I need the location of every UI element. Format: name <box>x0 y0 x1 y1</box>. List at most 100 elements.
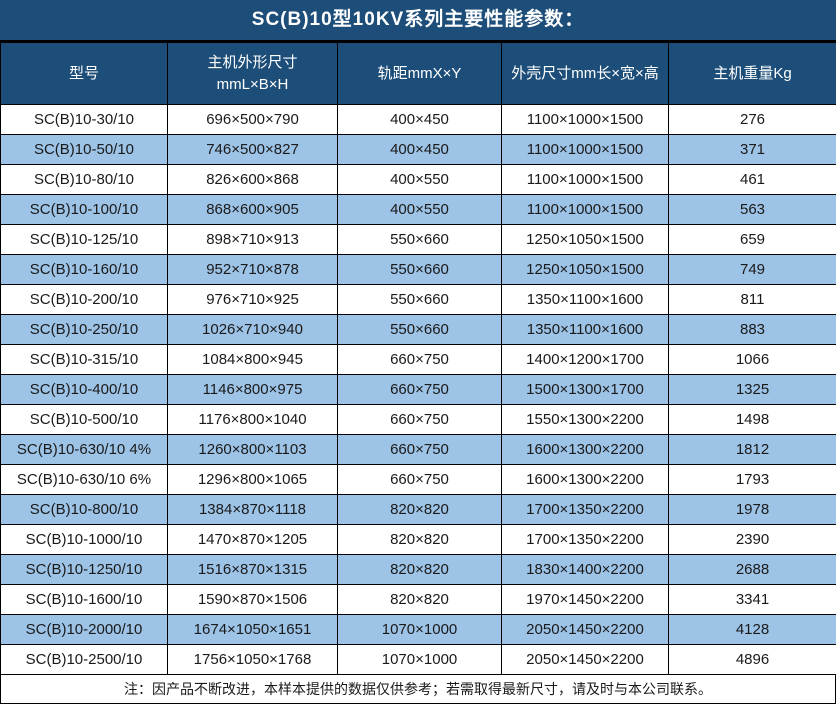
table-row: SC(B)10-250/10 1026×710×940 550×660 1350×11… <box>0 314 836 345</box>
cell-weight: 1498 <box>668 404 836 435</box>
cell-model: SC(B)10-630/10 6% <box>0 464 168 495</box>
cell-dimensions: 1590×870×1506 <box>167 584 338 615</box>
table-row: SC(B)10-125/10 898×710×913 550×660 1250×105… <box>0 224 836 255</box>
cell-model: SC(B)10-125/10 <box>0 224 168 255</box>
table-row: SC(B)10-630/10 4% 1260×800×1103 660×750 160… <box>0 434 836 465</box>
cell-dimensions: 1296×800×1065 <box>167 464 338 495</box>
cell-model: SC(B)10-30/10 <box>0 104 168 135</box>
cell-dimensions: 1026×710×940 <box>167 314 338 345</box>
cell-dimensions: 1470×870×1205 <box>167 524 338 555</box>
cell-shell-size: 1100×1000×1500 <box>501 134 669 165</box>
cell-weight: 2688 <box>668 554 836 585</box>
cell-shell-size: 2050×1450×2200 <box>501 644 669 675</box>
cell-model: SC(B)10-1000/10 <box>0 524 168 555</box>
cell-weight: 2390 <box>668 524 836 555</box>
cell-model: SC(B)10-2000/10 <box>0 614 168 645</box>
cell-dimensions: 1674×1050×1651 <box>167 614 338 645</box>
cell-dimensions: 952×710×878 <box>167 254 338 285</box>
cell-weight: 749 <box>668 254 836 285</box>
cell-shell-size: 1600×1300×2200 <box>501 434 669 465</box>
cell-rail-gauge: 400×550 <box>337 164 502 195</box>
cell-rail-gauge: 820×820 <box>337 494 502 525</box>
cell-shell-size: 1100×1000×1500 <box>501 164 669 195</box>
cell-rail-gauge: 660×750 <box>337 464 502 495</box>
cell-model: SC(B)10-800/10 <box>0 494 168 525</box>
cell-rail-gauge: 400×550 <box>337 194 502 225</box>
cell-shell-size: 1250×1050×1500 <box>501 254 669 285</box>
cell-weight: 659 <box>668 224 836 255</box>
cell-shell-size: 1100×1000×1500 <box>501 194 669 225</box>
cell-shell-size: 1100×1000×1500 <box>501 104 669 135</box>
cell-rail-gauge: 820×820 <box>337 524 502 555</box>
cell-dimensions: 1384×870×1118 <box>167 494 338 525</box>
cell-rail-gauge: 1070×1000 <box>337 614 502 645</box>
cell-weight: 563 <box>668 194 836 225</box>
cell-weight: 4128 <box>668 614 836 645</box>
footer-note: 注：因产品不断改进，本样本提供的数据仅供参考；若需取得最新尺寸，请及时与本公司联… <box>0 675 836 704</box>
table-row: SC(B)10-315/10 1084×800×945 660×750 1400×12… <box>0 344 836 375</box>
column-header-weight-label: 主机重量Kg <box>713 64 792 82</box>
cell-shell-size: 1830×1400×2200 <box>501 554 669 585</box>
page-title: SC(B)10型10KV系列主要性能参数： <box>0 0 836 42</box>
cell-shell-size: 1500×1300×1700 <box>501 374 669 405</box>
cell-rail-gauge: 550×660 <box>337 254 502 285</box>
cell-model: SC(B)10-315/10 <box>0 344 168 375</box>
column-header-model-label: 型号 <box>68 64 99 82</box>
cell-dimensions: 826×600×868 <box>167 164 338 195</box>
cell-model: SC(B)10-160/10 <box>0 254 168 285</box>
cell-model: SC(B)10-100/10 <box>0 194 168 225</box>
cell-rail-gauge: 550×660 <box>337 284 502 315</box>
cell-model: SC(B)10-50/10 <box>0 134 168 165</box>
table-row: SC(B)10-100/10 868×600×905 400×550 1100×100… <box>0 194 836 225</box>
column-header-dimensions: 主机外形尺寸 mmL×B×H <box>167 42 338 105</box>
column-header-dimensions-line2: mmL×B×H <box>216 75 289 93</box>
spec-table: 型号 主机外形尺寸 mmL×B×H 轨距mmX×Y 外壳尺寸mm长×宽×高 主机… <box>0 42 836 675</box>
cell-model: SC(B)10-500/10 <box>0 404 168 435</box>
cell-shell-size: 1970×1450×2200 <box>501 584 669 615</box>
cell-shell-size: 2050×1450×2200 <box>501 614 669 645</box>
cell-dimensions: 868×600×905 <box>167 194 338 225</box>
table-row: SC(B)10-80/10 826×600×868 400×550 1100×1000… <box>0 164 836 195</box>
cell-shell-size: 1250×1050×1500 <box>501 224 669 255</box>
cell-rail-gauge: 820×820 <box>337 554 502 585</box>
cell-weight: 276 <box>668 104 836 135</box>
column-header-model: 型号 <box>0 42 168 105</box>
cell-dimensions: 1084×800×945 <box>167 344 338 375</box>
table-row: SC(B)10-200/10 976×710×925 550×660 1350×110… <box>0 284 836 315</box>
cell-dimensions: 1260×800×1103 <box>167 434 338 465</box>
cell-rail-gauge: 400×450 <box>337 104 502 135</box>
cell-rail-gauge: 1070×1000 <box>337 644 502 675</box>
column-header-shell-size-label: 外壳尺寸mm长×宽×高 <box>511 64 659 82</box>
cell-shell-size: 1550×1300×2200 <box>501 404 669 435</box>
cell-model: SC(B)10-2500/10 <box>0 644 168 675</box>
cell-model: SC(B)10-400/10 <box>0 374 168 405</box>
cell-weight: 883 <box>668 314 836 345</box>
cell-rail-gauge: 550×660 <box>337 224 502 255</box>
cell-rail-gauge: 660×750 <box>337 434 502 465</box>
table-row: SC(B)10-1250/10 1516×870×1315 820×820 1830×… <box>0 554 836 585</box>
cell-model: SC(B)10-1600/10 <box>0 584 168 615</box>
table-row: SC(B)10-160/10 952×710×878 550×660 1250×105… <box>0 254 836 285</box>
cell-weight: 1066 <box>668 344 836 375</box>
cell-shell-size: 1350×1100×1600 <box>501 314 669 345</box>
cell-model: SC(B)10-200/10 <box>0 284 168 315</box>
table-body: SC(B)10-30/10 696×500×790 400×450 1100×1000… <box>0 104 836 675</box>
cell-dimensions: 976×710×925 <box>167 284 338 315</box>
cell-weight: 1793 <box>668 464 836 495</box>
cell-dimensions: 696×500×790 <box>167 104 338 135</box>
table-row: SC(B)10-2500/10 1756×1050×1768 1070×1000 20… <box>0 644 836 675</box>
cell-dimensions: 1756×1050×1768 <box>167 644 338 675</box>
cell-dimensions: 1516×870×1315 <box>167 554 338 585</box>
cell-weight: 1978 <box>668 494 836 525</box>
header-row: 型号 主机外形尺寸 mmL×B×H 轨距mmX×Y 外壳尺寸mm长×宽×高 主机… <box>0 42 836 105</box>
table-row: SC(B)10-30/10 696×500×790 400×450 1100×1000… <box>0 104 836 135</box>
cell-shell-size: 1350×1100×1600 <box>501 284 669 315</box>
cell-rail-gauge: 660×750 <box>337 344 502 375</box>
cell-model: SC(B)10-630/10 4% <box>0 434 168 465</box>
cell-shell-size: 1700×1350×2200 <box>501 524 669 555</box>
table-row: SC(B)10-1600/10 1590×870×1506 820×820 1970×… <box>0 584 836 615</box>
cell-weight: 4896 <box>668 644 836 675</box>
column-header-rail-gauge: 轨距mmX×Y <box>337 42 502 105</box>
cell-weight: 371 <box>668 134 836 165</box>
